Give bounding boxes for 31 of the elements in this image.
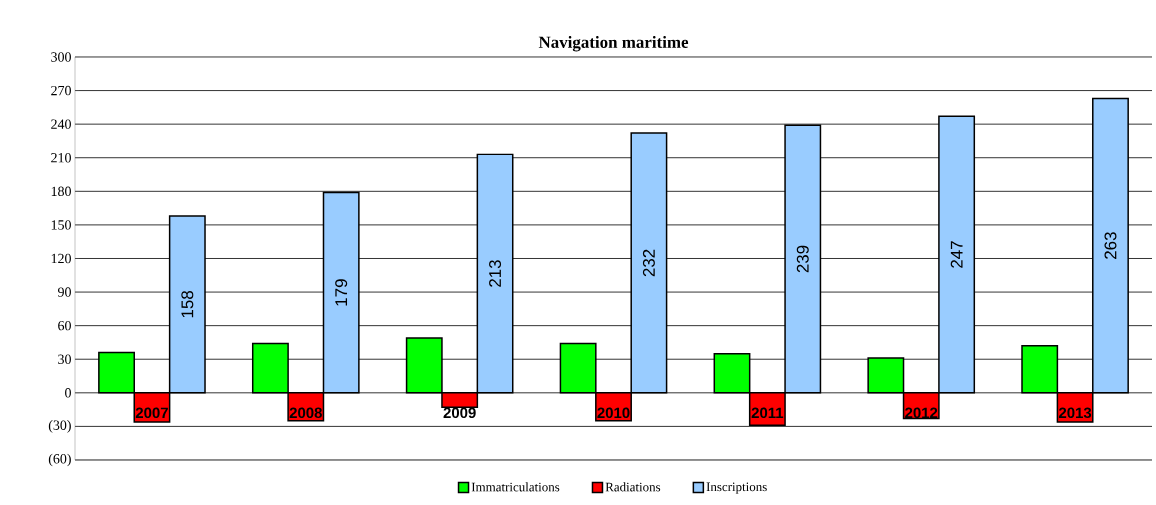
y-tick-label: 30 [58,354,71,364]
y-tick-label: 210 [51,153,71,163]
legend-label: Inscriptions [706,482,767,494]
x-tick-label: 2010 [597,407,630,419]
data-label: 232 [642,249,655,277]
x-tick-label: 2011 [751,407,784,419]
legend-label: Radiations [605,482,661,492]
data-label: 239 [796,245,809,273]
y-tick-label: 240 [51,119,71,129]
data-label: 263 [1104,232,1117,259]
y-tick-label: 120 [51,253,71,264]
y-tick-label: 300 [51,52,71,62]
y-tick-label: (30) [48,420,71,433]
y-tick-label: 60 [58,320,71,331]
data-label: 213 [489,260,502,287]
y-tick-label: 90 [58,287,71,297]
x-tick-label: 2008 [289,407,322,419]
y-tick-label: 270 [51,85,71,96]
legend-label: Immatriculations [471,482,560,492]
y-tick-label: 150 [51,220,71,230]
y-tick-label: (60) [48,453,71,467]
chart-title: Navigation maritime [538,36,689,52]
data-label: 179 [335,279,348,306]
data-label: 158 [181,290,194,318]
data-label: 247 [950,241,963,268]
x-tick-label: 2007 [135,407,168,419]
x-tick-label: 2012 [905,407,938,419]
y-tick-label: 180 [51,186,71,197]
x-tick-label: 2013 [1058,407,1092,419]
y-tick-label: 0 [65,388,71,398]
x-tick-label: 2009 [443,407,476,419]
